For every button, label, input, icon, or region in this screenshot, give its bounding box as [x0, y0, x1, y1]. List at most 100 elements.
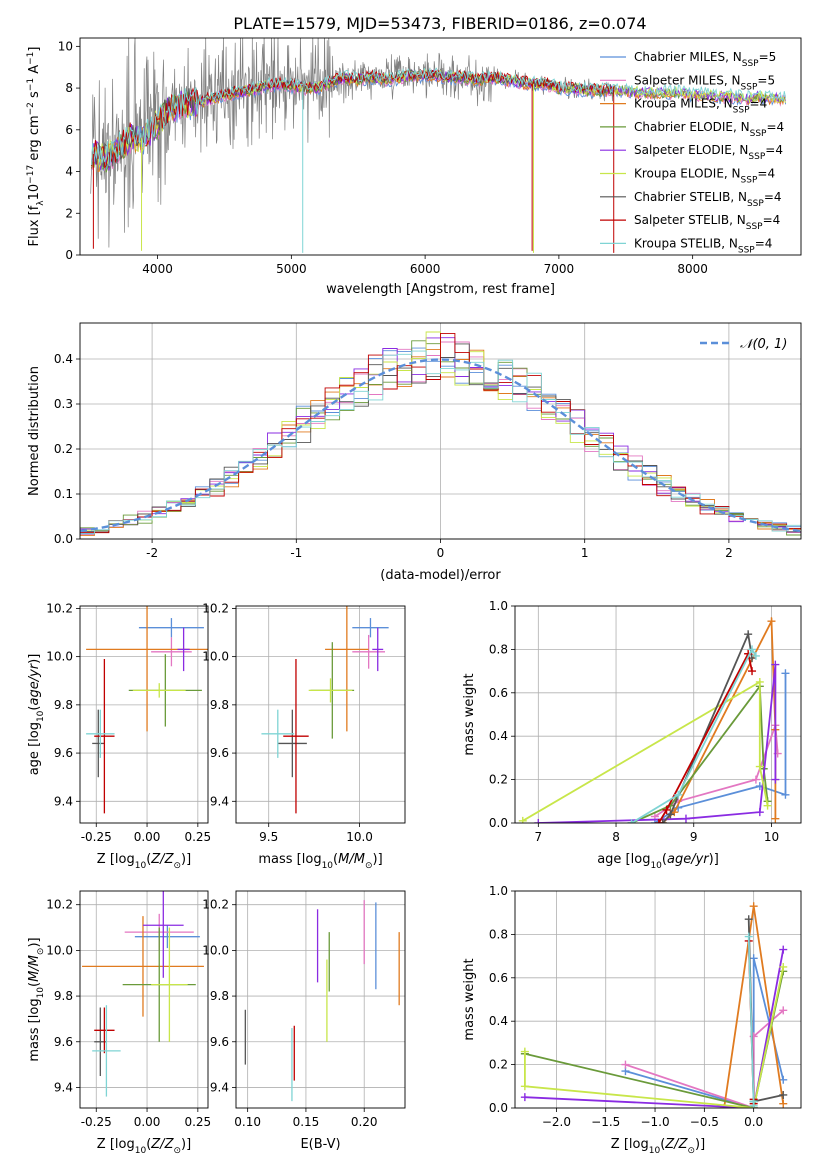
y-tick-label: 9.4: [54, 794, 73, 808]
weight-marker: [520, 1093, 529, 1102]
x-tick-label: 0.25: [184, 830, 211, 844]
label-part: M: [354, 852, 365, 867]
label-part: mass [: [258, 852, 301, 867]
label-part: ⊙: [173, 861, 181, 871]
spectrum-panel: 4000 5000 6000 7000 8000 0 2 4 6 8 10 wavelength [A…: [26, 37, 802, 297]
label-part: ): [709, 852, 714, 867]
label-part: (: [27, 706, 42, 711]
weight-marker: [681, 814, 690, 823]
label-part: SSP: [750, 129, 767, 139]
y-tick-label: 0.6: [489, 686, 508, 700]
label-part: (: [146, 1137, 151, 1152]
errorbar-point: [325, 606, 369, 732]
y-tick-label: 10.2: [202, 898, 229, 912]
weight-marker: [744, 630, 753, 639]
label-part: Chabrier STELIB, N: [634, 190, 747, 204]
label-part: 10: [36, 987, 46, 999]
residuals-panel: -2 -1 0 1 2 0.0 0.1 0.2 0.3 0.4 (data-model)/error…: [27, 322, 802, 583]
legend-label: Salpeter STELIB, NSSP=4: [634, 213, 780, 232]
weight-marker: [744, 932, 753, 941]
weight-marker: [763, 801, 772, 810]
legend-label: Salpeter MILES, NSSP=5: [634, 73, 775, 92]
weight-marker: [771, 660, 780, 669]
label-part: SSP: [738, 245, 755, 255]
label-part: Z [: [611, 1137, 629, 1152]
label-part: Z: [164, 852, 175, 867]
y-axis-label: mass weight: [462, 673, 477, 755]
y-axis-label: mass [log10(M/M⊙)]: [27, 937, 46, 1061]
errorbar-point: [134, 925, 200, 949]
label-part: log: [27, 998, 42, 1018]
x-tick-label: 10.0: [346, 830, 373, 844]
y-tick-label: 9.6: [54, 1035, 73, 1049]
y-tick-label: 8: [65, 81, 73, 95]
legend-label: Kroupa MILES, NSSP=4: [634, 97, 767, 116]
y-tick-label: 1.0: [489, 599, 508, 613]
errorbar-point: [94, 659, 115, 814]
weight-marker: [779, 1075, 788, 1084]
x-tick-label: 8000: [677, 262, 708, 276]
axes-frame: [235, 890, 406, 1109]
label-part: SSP: [748, 152, 765, 162]
weight-marker: [666, 810, 675, 819]
label-part: Salpeter STELIB, N: [634, 213, 746, 227]
axes-frame: [235, 605, 406, 824]
weight-marker: [674, 790, 683, 799]
age_vs_mass-plot-area: [261, 606, 389, 814]
label-part: SSP: [746, 222, 763, 232]
y-tick-label: 4: [65, 165, 73, 179]
x-tick-label: 7: [534, 830, 542, 844]
x-axis-label: mass [log10(M/M⊙)]: [258, 852, 382, 871]
x-tick-label: −0.5: [690, 1115, 719, 1129]
x-axis-label: (data-model)/error: [380, 568, 501, 583]
errorbar-point: [177, 627, 190, 672]
axes-frame: [79, 605, 209, 824]
x-tick-label: -2: [146, 546, 158, 560]
figure-title: PLATE=1579, MJD=53473, FIBERID=0186, z=0…: [233, 14, 646, 33]
label-part: Z [: [97, 852, 115, 867]
label-part: 10: [135, 1146, 147, 1156]
x-tick-label: 7000: [544, 262, 575, 276]
spectrum-plot-area: [90, 38, 787, 253]
y-tick-label: 9.6: [210, 746, 229, 760]
x-tick-label: −1.0: [640, 1115, 669, 1129]
weight-marker: [520, 1082, 529, 1091]
label-part: ): [372, 852, 377, 867]
weight-marker: [520, 1047, 529, 1056]
weight-line: [538, 664, 777, 823]
x-tick-label: -0.25: [81, 830, 112, 844]
weight-marker: [662, 805, 671, 814]
weight-line: [524, 966, 785, 1108]
histogram-salpeter_stelib: [80, 332, 801, 534]
errorbar-point: [138, 618, 204, 638]
label-part: −1: [26, 78, 36, 91]
legend-label: Kroupa ELODIE, NSSP=4: [634, 167, 775, 186]
y-tick-label: 2: [65, 206, 73, 220]
label-part: Kroupa STELIB, N: [634, 236, 738, 250]
y-tick-label: 9.8: [210, 698, 229, 712]
legend-label: Chabrier ELODIE, NSSP=4: [634, 120, 784, 139]
errorbar-point: [151, 637, 192, 667]
y-tick-label: 10.2: [46, 898, 73, 912]
weight_vs_age-plot-area: [518, 617, 790, 823]
label-part: Z: [164, 1137, 175, 1152]
y-tick-label: 0.2: [54, 442, 73, 456]
label-part: =5: [757, 73, 775, 87]
label-part: SSP: [733, 106, 750, 116]
age_vs_mass-panel: 9.5 10.0 9.4 9.6 9.8 10.0 10.2 mass [log10(M/M⊙…: [202, 601, 406, 871]
label-part: M/: [27, 965, 42, 982]
errorbar-point: [352, 634, 386, 669]
x-tick-label: 10: [764, 830, 779, 844]
x-axis-label: age [log10(age/yr)]: [597, 852, 719, 871]
label-part: =5: [759, 50, 777, 64]
label-part: =4: [765, 143, 783, 157]
label-part: Kroupa MILES, N: [634, 97, 733, 111]
x-tick-label: 9.5: [259, 830, 278, 844]
y-tick-label: 9.4: [54, 1080, 73, 1094]
x-tick-label: 6000: [410, 262, 441, 276]
label-part: erg cm: [27, 115, 42, 164]
weight-line: [522, 680, 769, 822]
weight-marker: [749, 954, 758, 963]
y-tick-label: 9.8: [54, 989, 73, 1003]
